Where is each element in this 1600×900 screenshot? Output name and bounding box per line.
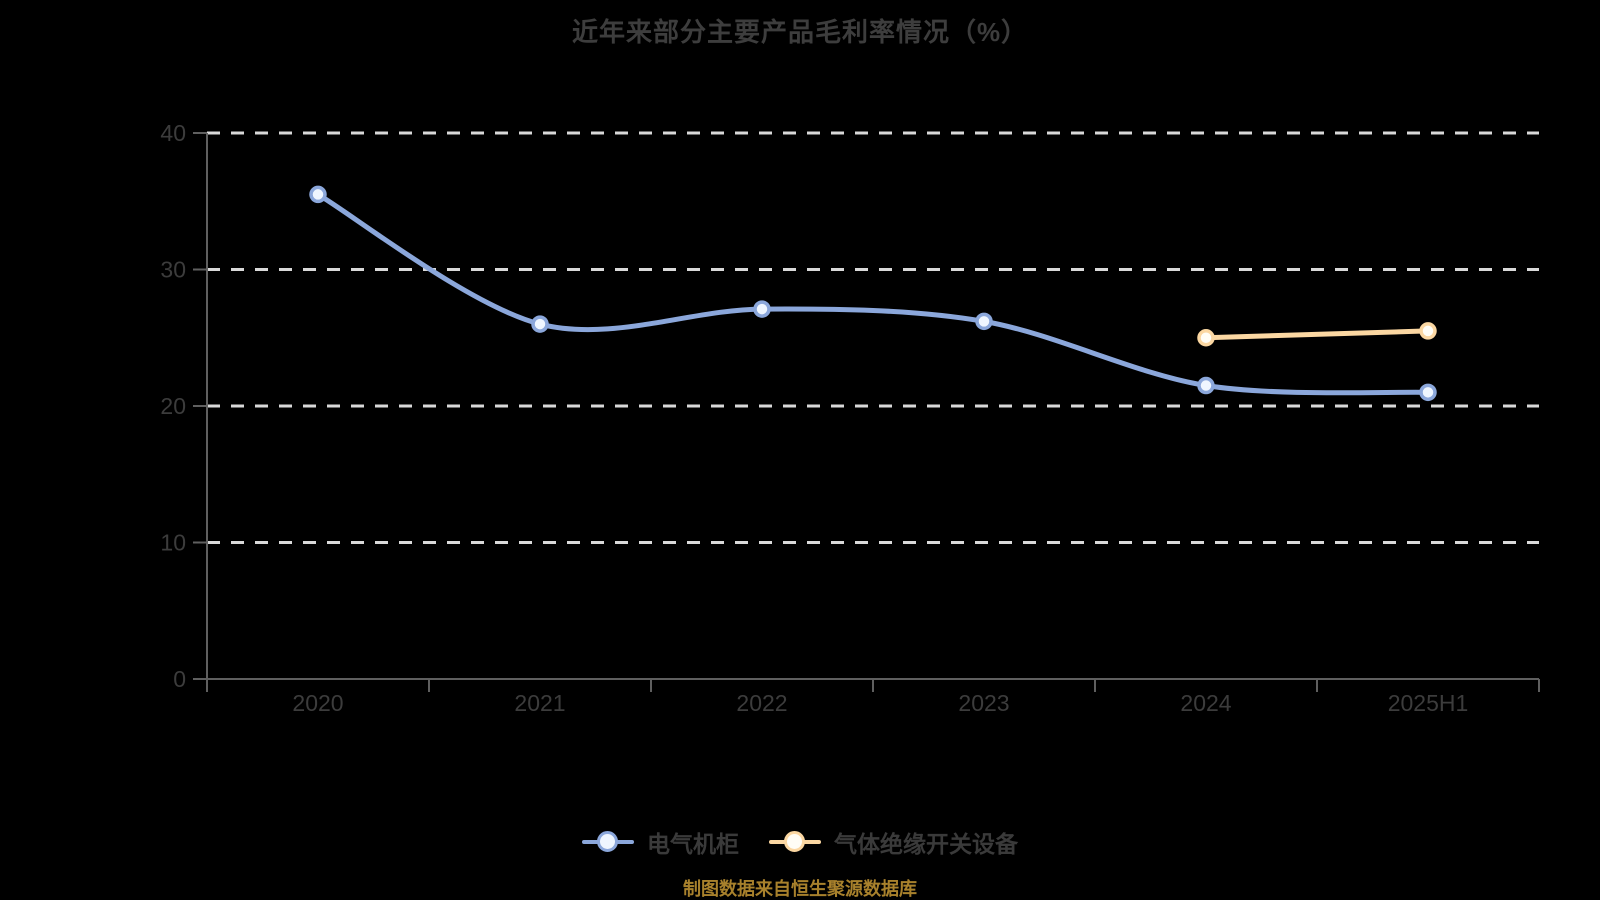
y-axis-labels: 0 10 20 30 40 bbox=[160, 120, 207, 692]
series-1-marker bbox=[309, 185, 327, 204]
legend-label: 气体绝缘开关设备 bbox=[834, 831, 1018, 857]
y-tick-label: 20 bbox=[160, 393, 186, 419]
gridlines bbox=[207, 131, 1539, 544]
x-tick-label: 2022 bbox=[736, 690, 787, 716]
y-tick-label: 10 bbox=[160, 530, 186, 556]
legend-marker-icon bbox=[582, 830, 634, 854]
y-tick-label: 40 bbox=[160, 120, 186, 146]
x-tick-label: 2020 bbox=[292, 690, 343, 716]
series-2-marker bbox=[1197, 329, 1215, 347]
series-1-line bbox=[309, 185, 1437, 402]
legend-item-1: 电气机柜 bbox=[582, 825, 739, 859]
series-1-marker bbox=[531, 315, 549, 333]
legend-label: 电气机柜 bbox=[647, 831, 739, 857]
series-2-line bbox=[1197, 322, 1437, 347]
data-source-caption: 制图数据来自恒生聚源数据库 bbox=[683, 879, 917, 899]
y-tick-label: 0 bbox=[173, 666, 186, 692]
line-chart-plot: 0 10 20 30 40 2020 2021 2022 2023 2024 2025H1 bbox=[160, 120, 1540, 716]
legend-marker-icon bbox=[769, 830, 821, 854]
series-1-marker bbox=[975, 312, 993, 331]
chart-legend: 电气机柜 气体绝缘开关设备 bbox=[0, 822, 1600, 862]
legend-item-2: 气体绝缘开关设备 bbox=[769, 825, 1018, 859]
y-tick-label: 30 bbox=[160, 257, 186, 283]
series-1-marker bbox=[1197, 376, 1215, 395]
series-1-marker bbox=[1419, 383, 1437, 402]
series-2-marker bbox=[1419, 322, 1437, 340]
x-tick-label: 2023 bbox=[958, 690, 1009, 716]
x-axis-labels: 2020 2021 2022 2023 2024 2025H1 bbox=[206, 679, 1540, 716]
series-1-marker bbox=[753, 300, 771, 318]
x-tick-label: 2024 bbox=[1180, 690, 1231, 716]
x-tick-label: 2025H1 bbox=[1388, 690, 1469, 716]
x-tick-label: 2021 bbox=[514, 690, 565, 716]
chart-title: 近年来部分主要产品毛利率情况（%） bbox=[571, 17, 1029, 47]
